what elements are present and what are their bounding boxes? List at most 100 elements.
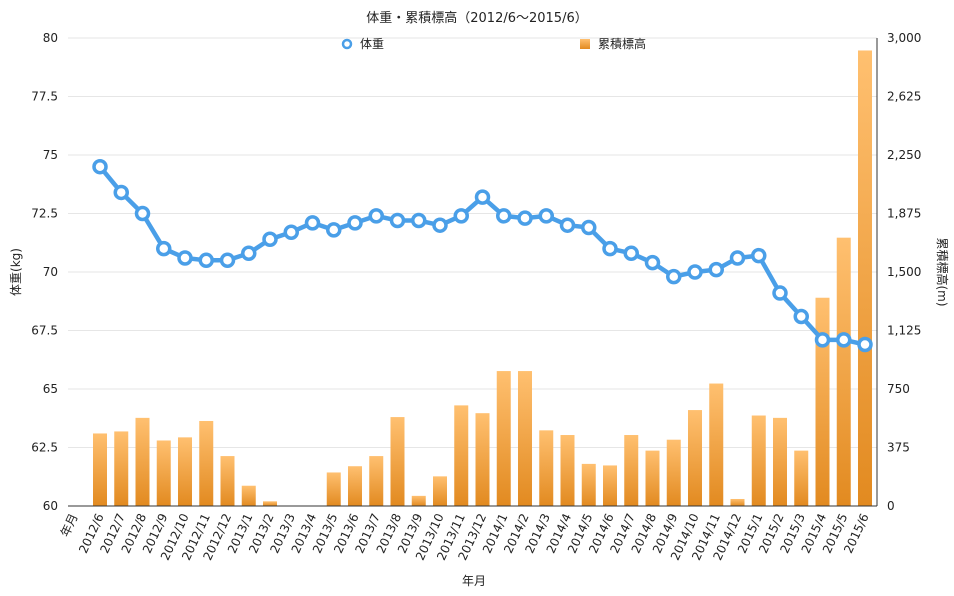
weight-point	[347, 215, 363, 231]
weight-point	[644, 254, 661, 271]
weight-point	[517, 210, 533, 226]
bar	[518, 371, 532, 506]
legend-line-marker	[341, 38, 353, 50]
bar	[773, 417, 787, 506]
y-axis-right-title: 累積標高(m)	[935, 237, 950, 306]
bar	[220, 456, 235, 506]
bar	[730, 498, 745, 506]
weight-point	[241, 245, 257, 262]
weight-point	[156, 240, 172, 257]
y-right-tick-label: 2,625	[887, 90, 921, 104]
y-right-tick-label: 1,500	[887, 265, 921, 279]
bar	[390, 417, 405, 506]
weight-point	[836, 332, 852, 348]
bar	[666, 439, 681, 506]
y-left-tick-label: 80	[43, 31, 58, 45]
y-left-tick-label: 75	[43, 148, 58, 162]
y-right-tick-label: 0	[887, 499, 895, 513]
bar	[581, 463, 596, 506]
bar	[709, 383, 724, 506]
legend-bar-marker	[580, 39, 590, 49]
bar	[178, 437, 192, 506]
y-left-tick-label: 70	[43, 265, 58, 279]
legend-label-weight: 体重	[360, 37, 384, 51]
bar	[454, 405, 469, 506]
y-right-tick-label: 750	[887, 382, 910, 396]
bar	[199, 420, 214, 506]
bar	[241, 485, 256, 506]
line-series	[92, 158, 873, 353]
x-tick-label: 年月	[58, 511, 81, 539]
weight-point	[729, 250, 746, 266]
bar	[645, 450, 660, 506]
weight-point	[538, 208, 554, 224]
weight-point	[198, 252, 214, 269]
y-left-tick-label: 62.5	[31, 441, 58, 455]
bar	[603, 465, 617, 506]
bar	[135, 417, 150, 506]
weight-point	[177, 250, 193, 266]
weight-point	[666, 268, 682, 285]
y-left-tick-label: 67.5	[31, 324, 58, 338]
bar	[433, 476, 447, 506]
bar	[688, 410, 702, 506]
grid-lines	[68, 37, 877, 448]
bar	[263, 501, 277, 506]
legend-label-elevation: 累積標高	[598, 36, 646, 51]
y-axis-left-title: 体重(kg)	[9, 248, 23, 296]
bar	[751, 415, 766, 506]
weight-point	[814, 332, 831, 348]
weight-point	[411, 212, 427, 229]
weight-point	[602, 240, 618, 257]
weight-point	[453, 208, 469, 224]
weight-point	[262, 231, 278, 247]
bar	[624, 435, 639, 506]
legend: 体重 累積標高	[341, 36, 646, 51]
weight-point	[113, 184, 129, 201]
bar	[369, 456, 384, 506]
weight-point	[559, 217, 576, 233]
weight-point	[474, 189, 491, 205]
bar	[114, 431, 129, 506]
bar	[858, 50, 872, 506]
y-right-tick-label: 2,250	[887, 148, 921, 162]
weight-point	[751, 247, 767, 264]
weight-point	[432, 217, 448, 233]
weight-point	[304, 215, 321, 231]
bar	[411, 495, 426, 506]
chart-title: 体重・累積標高（2012/6〜2015/6）	[366, 10, 587, 26]
bar	[326, 472, 341, 506]
bar	[475, 413, 490, 506]
weight-point	[92, 158, 108, 175]
weight-point	[793, 308, 809, 325]
y-left-tick-label: 65	[43, 382, 58, 396]
weight-point	[772, 285, 788, 301]
weight-point	[283, 224, 299, 240]
y-right-tick-label: 3,000	[887, 31, 921, 45]
weight-point	[581, 219, 597, 236]
y-right-tick-label: 375	[887, 441, 910, 455]
weight-point	[389, 212, 406, 229]
y-left-tick-label: 77.5	[31, 90, 58, 104]
x-axis-title: 年月	[462, 574, 486, 588]
y-right-tick-label: 1,875	[887, 207, 921, 221]
weight-point	[623, 245, 639, 262]
y-left-tick-label: 60	[43, 499, 58, 513]
weight-point	[134, 205, 151, 222]
bar	[815, 297, 830, 506]
bar	[539, 430, 554, 506]
bar	[496, 371, 511, 506]
bar	[156, 440, 171, 506]
y-right-tick-label: 1,125	[887, 324, 921, 338]
bar	[560, 435, 575, 506]
weight-point	[496, 208, 512, 224]
bar	[348, 466, 362, 506]
y-left-tick-label: 72.5	[31, 207, 58, 221]
weight-point	[219, 252, 236, 269]
weight-point	[708, 261, 724, 278]
bar	[93, 433, 107, 506]
bar-series	[93, 50, 872, 506]
weight-point	[326, 222, 342, 238]
